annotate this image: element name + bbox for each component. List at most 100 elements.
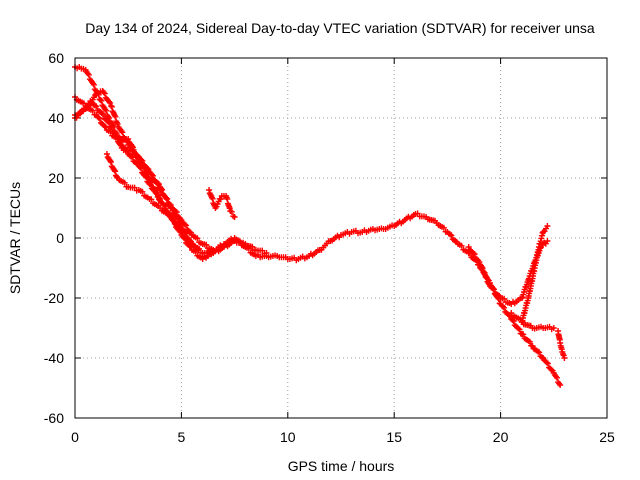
grid <box>75 58 607 418</box>
plot-frame <box>74 57 608 419</box>
data-point <box>183 236 190 243</box>
data-point <box>80 100 87 107</box>
x-axis-label: GPS time / hours <box>288 458 395 474</box>
data-point <box>183 222 190 229</box>
data-point <box>113 173 120 180</box>
data-point <box>261 250 268 257</box>
data-point <box>111 167 118 174</box>
data-point <box>101 123 108 130</box>
data-point <box>159 200 166 207</box>
data-point <box>531 268 538 275</box>
data-point <box>346 230 353 237</box>
y-tick-label: 0 <box>56 230 64 246</box>
data-point <box>420 213 427 220</box>
data-point <box>442 228 449 235</box>
data-point <box>144 170 151 177</box>
data-point <box>109 124 116 131</box>
data-point <box>496 292 503 299</box>
data-point <box>357 229 364 236</box>
data-point <box>229 238 236 245</box>
y-tick-label: -60 <box>44 410 64 426</box>
data-point <box>483 274 490 281</box>
data-point <box>465 244 472 250</box>
data-point <box>206 187 213 193</box>
chart-title: Day 134 of 2024, Sidereal Day-to-day VTE… <box>85 20 595 36</box>
data-point <box>97 88 104 95</box>
data-point <box>453 238 460 245</box>
data-point <box>112 168 119 175</box>
data-point <box>113 134 120 141</box>
y-axis-label: SDTVAR / TECUs <box>7 182 23 294</box>
data-point <box>187 229 194 236</box>
data-point <box>230 213 237 220</box>
data-point <box>448 232 455 239</box>
data-point <box>282 254 289 261</box>
data-point <box>556 336 563 343</box>
data-point <box>158 187 165 194</box>
data-point <box>542 240 549 247</box>
data-point <box>478 263 485 270</box>
data-point <box>558 346 565 353</box>
data-point <box>510 318 517 325</box>
data-point <box>336 234 343 241</box>
data-point <box>154 192 161 199</box>
data-point <box>107 157 114 164</box>
data-point <box>458 242 465 249</box>
data-point <box>108 103 115 110</box>
data-point <box>136 156 143 163</box>
data-point <box>515 325 522 332</box>
data-point <box>197 240 204 247</box>
data-point <box>548 366 555 373</box>
data-point <box>124 138 131 145</box>
data-point <box>526 338 533 345</box>
data-point <box>538 354 545 361</box>
series-track-i <box>518 319 557 333</box>
data-point <box>226 205 233 212</box>
data-point <box>112 113 119 120</box>
x-tick-label: 25 <box>599 429 615 445</box>
data-point <box>501 295 508 302</box>
data-point <box>85 71 92 78</box>
y-tick-label: -40 <box>44 350 64 366</box>
data-point <box>556 380 563 387</box>
data-point <box>470 250 477 257</box>
data-point <box>516 326 523 333</box>
x-tick-label: 0 <box>71 429 79 445</box>
data-point <box>152 187 159 194</box>
data-point <box>535 246 542 253</box>
data-point <box>303 254 310 261</box>
data-point <box>176 214 183 221</box>
data-point <box>538 323 545 330</box>
data-point <box>544 360 551 367</box>
data-point <box>107 99 114 106</box>
data-point <box>80 66 87 72</box>
data-point <box>506 300 513 306</box>
data-point <box>108 159 115 166</box>
data-point <box>143 169 150 176</box>
data-point <box>173 209 180 216</box>
x-tick-label: 20 <box>493 429 509 445</box>
data-point <box>121 179 128 186</box>
data-point <box>177 215 184 222</box>
data-point <box>177 226 184 233</box>
data-point <box>104 118 111 125</box>
data-point <box>164 195 171 202</box>
series-track-j <box>555 328 568 361</box>
data-point <box>520 331 527 338</box>
data-points <box>72 64 568 388</box>
data-point <box>549 367 556 374</box>
data-point <box>155 202 162 209</box>
data-point <box>148 171 155 178</box>
data-point <box>471 251 478 258</box>
data-point <box>148 179 155 186</box>
data-point <box>548 326 555 333</box>
data-point <box>410 212 417 218</box>
series-track-f <box>206 187 238 220</box>
data-point <box>106 98 113 105</box>
data-point <box>112 172 119 179</box>
data-point <box>113 119 120 126</box>
data-point <box>99 111 106 118</box>
data-point <box>524 297 531 304</box>
data-point <box>90 81 97 88</box>
